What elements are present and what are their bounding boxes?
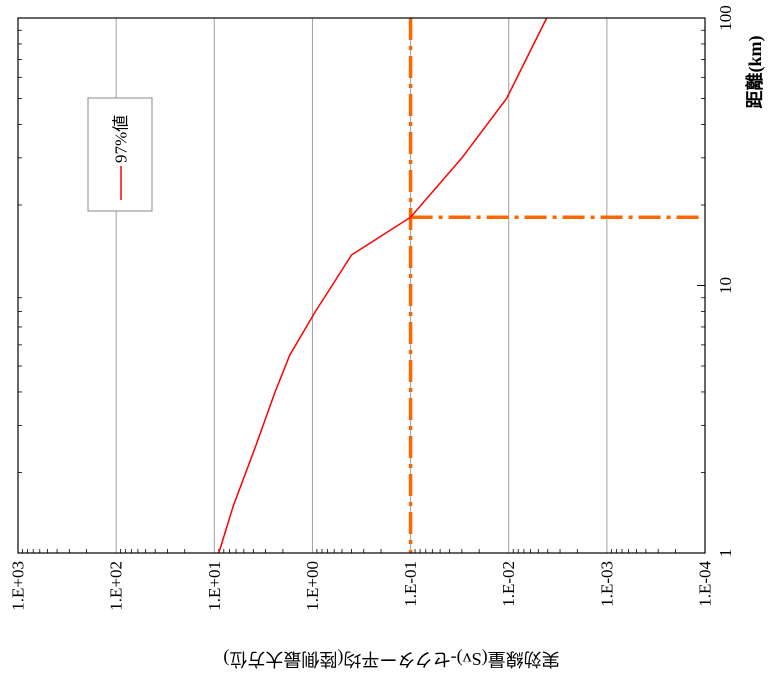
x-tick-labels: 1 10 100 xyxy=(716,5,735,557)
x-tick-label: 100 xyxy=(716,5,735,31)
y-tick-label: 1.E-04 xyxy=(696,561,715,607)
series xyxy=(218,17,548,554)
x-tick-label: 10 xyxy=(716,277,735,294)
y-tick-label: 1.E+02 xyxy=(107,561,126,611)
y-tick-label: 1.E-01 xyxy=(401,561,420,607)
legend-box xyxy=(87,97,153,212)
grid xyxy=(115,18,608,553)
reference-lines xyxy=(408,18,705,553)
y-axis-title: 実効線量(Sv)-セクター平均(陸側最大方位) xyxy=(223,648,559,669)
y-tick-label: 1.E-02 xyxy=(499,561,518,607)
plot-frame xyxy=(17,17,706,554)
y-tick-label: 1.E+03 xyxy=(9,561,28,611)
series-line-97pct xyxy=(218,17,548,554)
y-tick-label: 1.E+01 xyxy=(205,561,224,611)
legend: 97%値 xyxy=(87,97,153,212)
y-tick-label: 1.E-03 xyxy=(597,561,616,607)
y-tick-label: 1.E+00 xyxy=(303,561,322,611)
x-tick-label: 1 xyxy=(716,549,735,558)
minor-ticks xyxy=(18,29,705,553)
x-axis-title: 距離(km) xyxy=(744,36,766,109)
y-tick-labels: 1.E+03 1.E+02 1.E+01 1.E+00 1.E-01 1.E-02 1.E-… xyxy=(9,561,715,611)
legend-label-97pct: 97%値 xyxy=(112,115,131,163)
